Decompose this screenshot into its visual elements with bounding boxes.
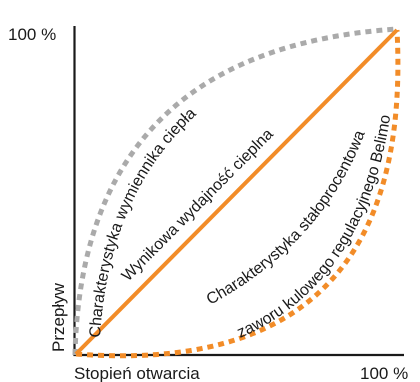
valve-label-line1: Charakterystyka stałoprocentowa bbox=[204, 128, 369, 308]
resulting-output-label: Wynikowa wydajność cieplna bbox=[119, 126, 277, 285]
x-right-label: 100 % bbox=[360, 364, 408, 382]
heat-exchanger-curve bbox=[72, 26, 398, 356]
x-axis-label: Stopień otwarcia bbox=[74, 364, 200, 382]
y-axis-label: Przepływ bbox=[49, 282, 68, 352]
valve-characteristic-curve bbox=[75, 29, 401, 359]
resulting-output-line bbox=[74, 28, 399, 356]
y-top-label: 100 % bbox=[8, 25, 56, 44]
